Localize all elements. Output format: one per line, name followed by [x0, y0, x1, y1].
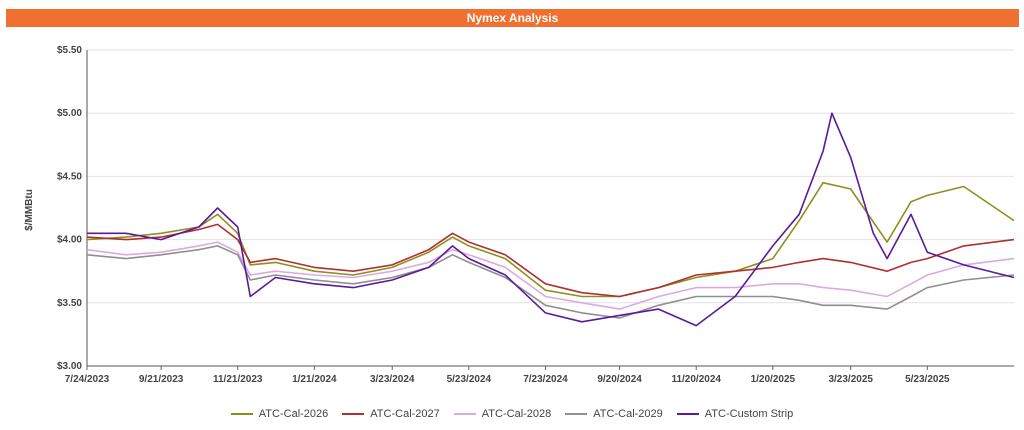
legend-swatch — [342, 413, 365, 415]
series-line-3 — [86, 245, 1015, 319]
x-tick-label: 3/23/2024 — [370, 374, 415, 385]
y-tick-label: $3.50 — [57, 298, 82, 309]
series-line-4 — [87, 112, 1015, 327]
chart-title: Nymex Analysis — [6, 9, 1019, 27]
legend-label: ATC-Cal-2027 — [370, 408, 440, 420]
legend: ATC-Cal-2026 ATC-Cal-2027 ATC-Cal-2028 ATC-… — [0, 404, 1024, 424]
legend-label: ATC-Cal-2026 — [258, 408, 329, 420]
x-tick-label: 7/24/2023 — [65, 374, 110, 385]
y-tick-label: $5.50 — [57, 45, 82, 56]
y-axis-ticks: $3.00 $3.50 $4.00 $4.50 $5.00 $5.50 — [57, 45, 82, 372]
series-line-1 — [86, 223, 1015, 298]
legend-item[interactable]: ATC-Cal-2027 — [342, 408, 440, 420]
x-tick-label: 5/23/2025 — [905, 374, 950, 385]
y-tick-label: $5.00 — [57, 108, 82, 119]
y-axis-label: $/MMBtu — [24, 189, 35, 231]
legend-swatch — [565, 413, 588, 415]
series-line-2 — [86, 241, 1015, 310]
series-lines — [86, 112, 1015, 327]
line-chart: $3.00 $3.50 $4.00 $4.50 $5.00 $5.50 7/24/2023… — [24, 45, 1015, 385]
legend-label: ATC-Cal-2029 — [593, 408, 663, 420]
gridlines — [87, 49, 1014, 367]
series-line-0 — [86, 181, 1015, 298]
legend-swatch — [230, 413, 253, 415]
x-tick-label: 5/23/2024 — [447, 374, 492, 385]
y-tick-label: $3.00 — [57, 361, 82, 372]
legend-item[interactable]: ATC-Cal-2029 — [565, 408, 663, 420]
legend-item[interactable]: ATC-Cal-2028 — [453, 408, 552, 420]
legend-swatch — [676, 413, 699, 415]
y-tick-label: $4.50 — [57, 171, 82, 182]
legend-swatch — [453, 413, 476, 415]
x-tick-label: 1/21/2024 — [292, 374, 337, 385]
x-tick-label: 9/20/2024 — [597, 374, 642, 385]
legend-item[interactable]: ATC-Custom Strip — [676, 408, 794, 420]
x-tick-label: 1/20/2025 — [751, 374, 796, 385]
x-tick-label: 11/20/2024 — [671, 374, 721, 385]
x-tick-label: 11/21/2023 — [213, 374, 263, 385]
y-tick-label: $4.00 — [57, 235, 82, 246]
x-tick-label: 7/23/2024 — [523, 374, 568, 385]
x-tick-label: 9/21/2023 — [139, 374, 184, 385]
legend-label: ATC-Cal-2028 — [481, 408, 552, 420]
x-tick-label: 3/23/2025 — [828, 374, 873, 385]
x-axis-ticks: 7/24/2023 9/21/2023 11/21/2023 1/21/2024 3/2… — [65, 366, 950, 385]
legend-item[interactable]: ATC-Cal-2026 — [230, 408, 329, 420]
axes — [86, 50, 1014, 367]
legend-label: ATC-Custom Strip — [704, 408, 794, 420]
